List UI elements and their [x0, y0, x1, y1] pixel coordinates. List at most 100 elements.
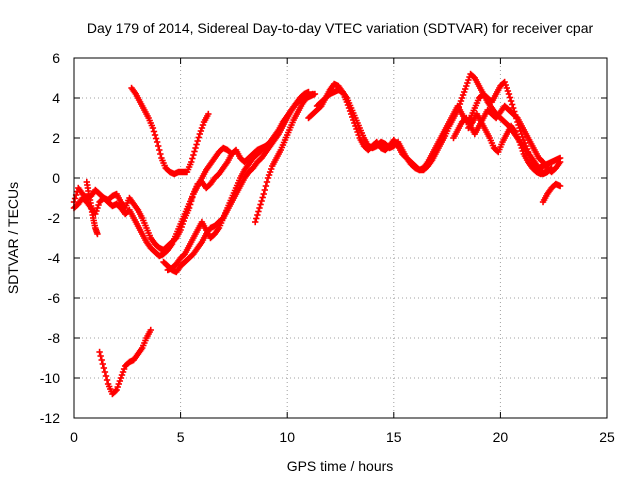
data-point: [263, 178, 271, 186]
data-point: [101, 368, 109, 376]
data-point: [147, 326, 154, 334]
data-point: [265, 171, 273, 179]
data-point: [260, 190, 267, 198]
data-point: [556, 182, 564, 190]
data-point: [506, 94, 514, 101]
data-point: [188, 158, 195, 166]
data-point: [191, 148, 198, 155]
data-point: [503, 84, 510, 92]
data-point: [150, 128, 158, 135]
y-tick-label: -8: [48, 330, 61, 346]
series-track-13: [539, 180, 564, 206]
data-point: [257, 201, 264, 208]
data-point: [71, 195, 79, 202]
data-point: [149, 124, 157, 132]
data-point: [155, 142, 162, 150]
data-point: [120, 365, 128, 373]
data-point: [458, 94, 466, 102]
data-point: [151, 131, 159, 139]
data-point: [96, 348, 103, 356]
data-point: [501, 78, 508, 86]
data-point: [502, 81, 509, 89]
y-tick-label: -2: [48, 210, 61, 226]
series-track-12: [465, 110, 549, 178]
data-point: [117, 374, 125, 382]
y-tick-label: -4: [48, 250, 61, 266]
data-point: [190, 151, 197, 159]
data-point: [103, 376, 111, 384]
axis-ticks: 0 5 10 15 20 25 -12 -10 -8 -6 -4 -2 0 2 4 6: [40, 50, 615, 445]
y-tick-label: -12: [40, 410, 60, 426]
data-point: [541, 168, 549, 176]
data-point: [262, 182, 270, 190]
data-point: [556, 158, 564, 166]
data-point: [268, 165, 275, 173]
data-point: [119, 368, 127, 376]
y-axis-label: SDTVAR / TECUs: [5, 182, 21, 294]
y-tick-label: 0: [52, 170, 60, 186]
data-point: [98, 356, 105, 364]
data-point: [115, 380, 122, 388]
data-point: [205, 110, 212, 118]
data-point: [156, 146, 163, 154]
data-point: [97, 352, 104, 360]
data-point: [509, 104, 517, 112]
series-track-2: [70, 144, 235, 260]
data-point: [153, 138, 161, 146]
data-point: [256, 204, 263, 212]
data-point: [456, 100, 464, 108]
series-track-11: [450, 102, 564, 176]
data-point: [197, 127, 205, 135]
series-track-10: [313, 70, 555, 178]
data-point: [112, 387, 119, 395]
data-point: [455, 103, 463, 111]
x-tick-label: 0: [70, 429, 78, 445]
data-point: [152, 135, 160, 142]
data-point: [463, 82, 470, 90]
data-point: [254, 211, 261, 219]
data-point: [227, 149, 234, 157]
data-point: [266, 168, 274, 176]
data-point: [264, 174, 272, 182]
data-point: [199, 121, 207, 129]
data-point: [113, 386, 120, 394]
data-point: [94, 204, 101, 212]
data-point: [252, 218, 259, 226]
y-tick-label: 6: [52, 50, 60, 66]
data-point: [460, 88, 468, 96]
data-point: [94, 230, 101, 238]
data-point: [193, 141, 200, 148]
data-point: [253, 215, 260, 222]
data-point: [100, 364, 108, 372]
data-point: [194, 137, 201, 145]
data-point: [258, 197, 265, 205]
data-point: [196, 130, 203, 138]
y-tick-label: -10: [40, 370, 60, 386]
data-point: [93, 207, 100, 215]
x-tick-label: 5: [177, 429, 185, 445]
data-point: [507, 97, 515, 105]
x-tick-label: 15: [386, 429, 402, 445]
data-point: [516, 138, 523, 146]
series-track-8: [96, 326, 154, 398]
data-point: [198, 124, 206, 132]
data-point: [228, 150, 235, 158]
data-point: [102, 372, 110, 380]
x-tick-label: 20: [493, 429, 509, 445]
data-point: [454, 106, 461, 114]
y-tick-label: -6: [48, 290, 61, 306]
data-point: [504, 87, 512, 95]
x-tick-label: 25: [599, 429, 615, 445]
data-point: [195, 134, 202, 141]
data-point: [255, 208, 262, 215]
series-track-3: [83, 178, 101, 238]
data-point: [259, 194, 266, 201]
x-axis-label: GPS time / hours: [287, 458, 394, 474]
data-point: [192, 144, 199, 152]
x-tick-label: 10: [279, 429, 295, 445]
y-tick-label: 4: [52, 90, 60, 106]
data-point: [505, 90, 513, 98]
series-track-7: [252, 90, 319, 226]
data-point: [464, 79, 471, 87]
data-point: [518, 144, 525, 152]
